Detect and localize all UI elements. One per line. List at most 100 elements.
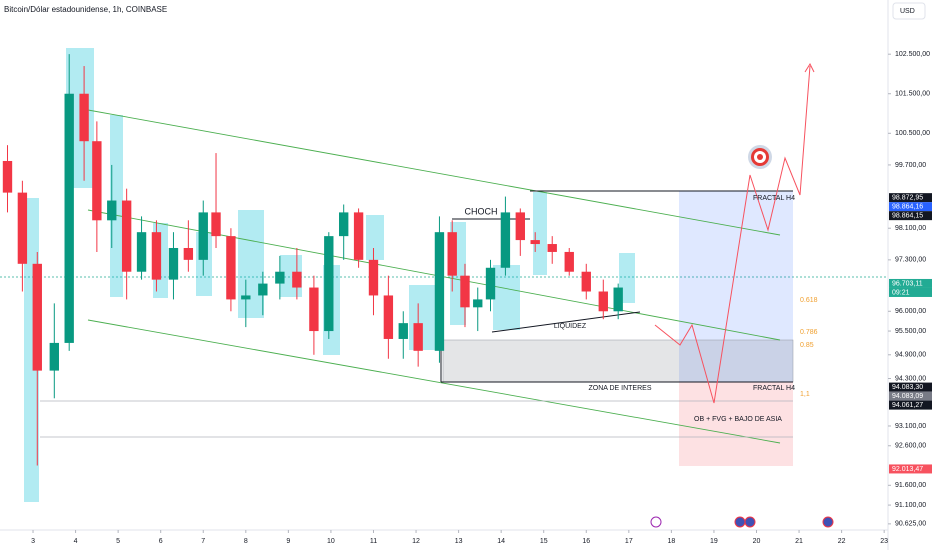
- candle-body: [460, 275, 470, 308]
- icon-part: [757, 154, 763, 160]
- candle-body: [183, 247, 194, 260]
- x-tick-label: 18: [667, 538, 675, 545]
- candle-body: [398, 323, 408, 339]
- price-badge-label: 96.703,11: [892, 280, 923, 287]
- zones: [24, 48, 635, 502]
- candle-body: [413, 323, 423, 351]
- candle-body: [64, 93, 74, 343]
- price-badge-label: 94.083,09: [892, 393, 923, 400]
- price-badge: [889, 193, 932, 203]
- candle-body: [383, 295, 394, 339]
- liquidity-line: [491, 311, 641, 333]
- candle-body: [121, 200, 132, 272]
- zone: [366, 215, 384, 260]
- price-badge: [889, 202, 932, 212]
- candle-body: [17, 192, 28, 264]
- x-tick-label: 12: [412, 538, 420, 545]
- candle-body: [581, 271, 591, 292]
- candle-body: [339, 212, 349, 237]
- currency-button[interactable]: [892, 2, 926, 20]
- candle-body: [547, 244, 557, 252]
- target-box: [679, 191, 793, 382]
- annotation: CHOCH: [465, 206, 498, 216]
- fib-label: 0.618: [800, 297, 818, 304]
- price-badge: [889, 391, 932, 401]
- candle-body: [168, 247, 179, 280]
- price-badge-label: 98.864,16: [892, 203, 923, 210]
- candle-body: [136, 232, 147, 272]
- price-badge-label: 94.061,27: [892, 402, 923, 409]
- channel-line: [87, 109, 781, 236]
- y-tick-label: 90.625,00: [895, 521, 926, 528]
- x-tick-label: 11: [370, 538, 377, 545]
- candle-body: [309, 287, 319, 332]
- y-tick-label: 101.500,00: [895, 91, 930, 98]
- event-icon[interactable]: [744, 516, 756, 528]
- candle-body: [598, 291, 608, 312]
- y-tick-label: 97.300,00: [895, 257, 926, 264]
- candle-body: [258, 283, 268, 296]
- x-tick-label: 9: [286, 538, 290, 545]
- y-tick-label: 91.100,00: [895, 502, 926, 509]
- candle-body: [211, 212, 221, 237]
- candles: [2, 54, 623, 466]
- y-tick-label: 94.900,00: [895, 352, 926, 359]
- candle-body: [500, 212, 511, 268]
- target-icon: [748, 145, 772, 169]
- y-tick-label: 96.000,00: [895, 308, 926, 315]
- candle-body: [353, 212, 364, 260]
- candle-body: [151, 232, 162, 280]
- currency-label: USD: [900, 8, 915, 15]
- candle-body: [447, 232, 457, 276]
- y-tick-label: 91.600,00: [895, 482, 926, 489]
- price-badge: [889, 278, 932, 288]
- event-icon[interactable]: [822, 516, 834, 528]
- x-tick-label: 23: [880, 538, 888, 545]
- fib-label: 1,1: [800, 391, 810, 398]
- countdown-badge: [889, 287, 932, 297]
- x-tick-label: 16: [582, 538, 590, 545]
- x-tick-label: 15: [540, 538, 548, 545]
- annotation: ZONA DE INTERES: [588, 385, 651, 392]
- candle-body: [275, 271, 285, 284]
- x-tick-label: 6: [159, 538, 163, 545]
- candle-body: [485, 267, 496, 300]
- event-icon[interactable]: [650, 516, 662, 528]
- candle-body: [2, 160, 13, 193]
- stop-box: [679, 382, 793, 466]
- chart-title: Bitcoin/Dólar estadounidense, 1h, COINBA…: [4, 5, 167, 14]
- x-tick-label: 3: [31, 538, 35, 545]
- price-badge: [889, 382, 932, 392]
- y-tick-label: 100.500,00: [895, 130, 930, 137]
- channel-line: [87, 319, 781, 444]
- candle-body: [530, 240, 540, 245]
- projection-path: [654, 65, 811, 404]
- fib-label: 0.85: [800, 342, 814, 349]
- candle-body: [473, 299, 483, 308]
- zone: [533, 192, 547, 275]
- x-tick-label: 14: [497, 538, 505, 545]
- candle-body: [515, 212, 525, 241]
- interest-zone: [442, 339, 794, 383]
- candle-body: [92, 141, 102, 221]
- zone: [619, 253, 635, 303]
- zone: [493, 265, 520, 330]
- x-tick-label: 21: [795, 538, 803, 545]
- x-tick-label: 22: [838, 538, 846, 545]
- candle-body: [107, 200, 117, 221]
- candle-body: [324, 236, 334, 332]
- price-badge: [889, 464, 932, 474]
- candle-body: [79, 93, 89, 142]
- price-badge-label: 94.083,30: [892, 384, 923, 391]
- x-tick-label: 7: [201, 538, 205, 545]
- x-tick-label: 19: [710, 538, 718, 545]
- channel: [87, 109, 781, 444]
- event-icon[interactable]: [734, 516, 746, 528]
- y-tick-label: 95.500,00: [895, 328, 926, 335]
- zone: [110, 115, 123, 297]
- overlays: CHOCH LIQUIDEZ ZONA DE INTERES FRACTAL H…: [0, 48, 888, 502]
- x-tick-label: 13: [455, 538, 463, 545]
- x-tick-label: 5: [116, 538, 120, 545]
